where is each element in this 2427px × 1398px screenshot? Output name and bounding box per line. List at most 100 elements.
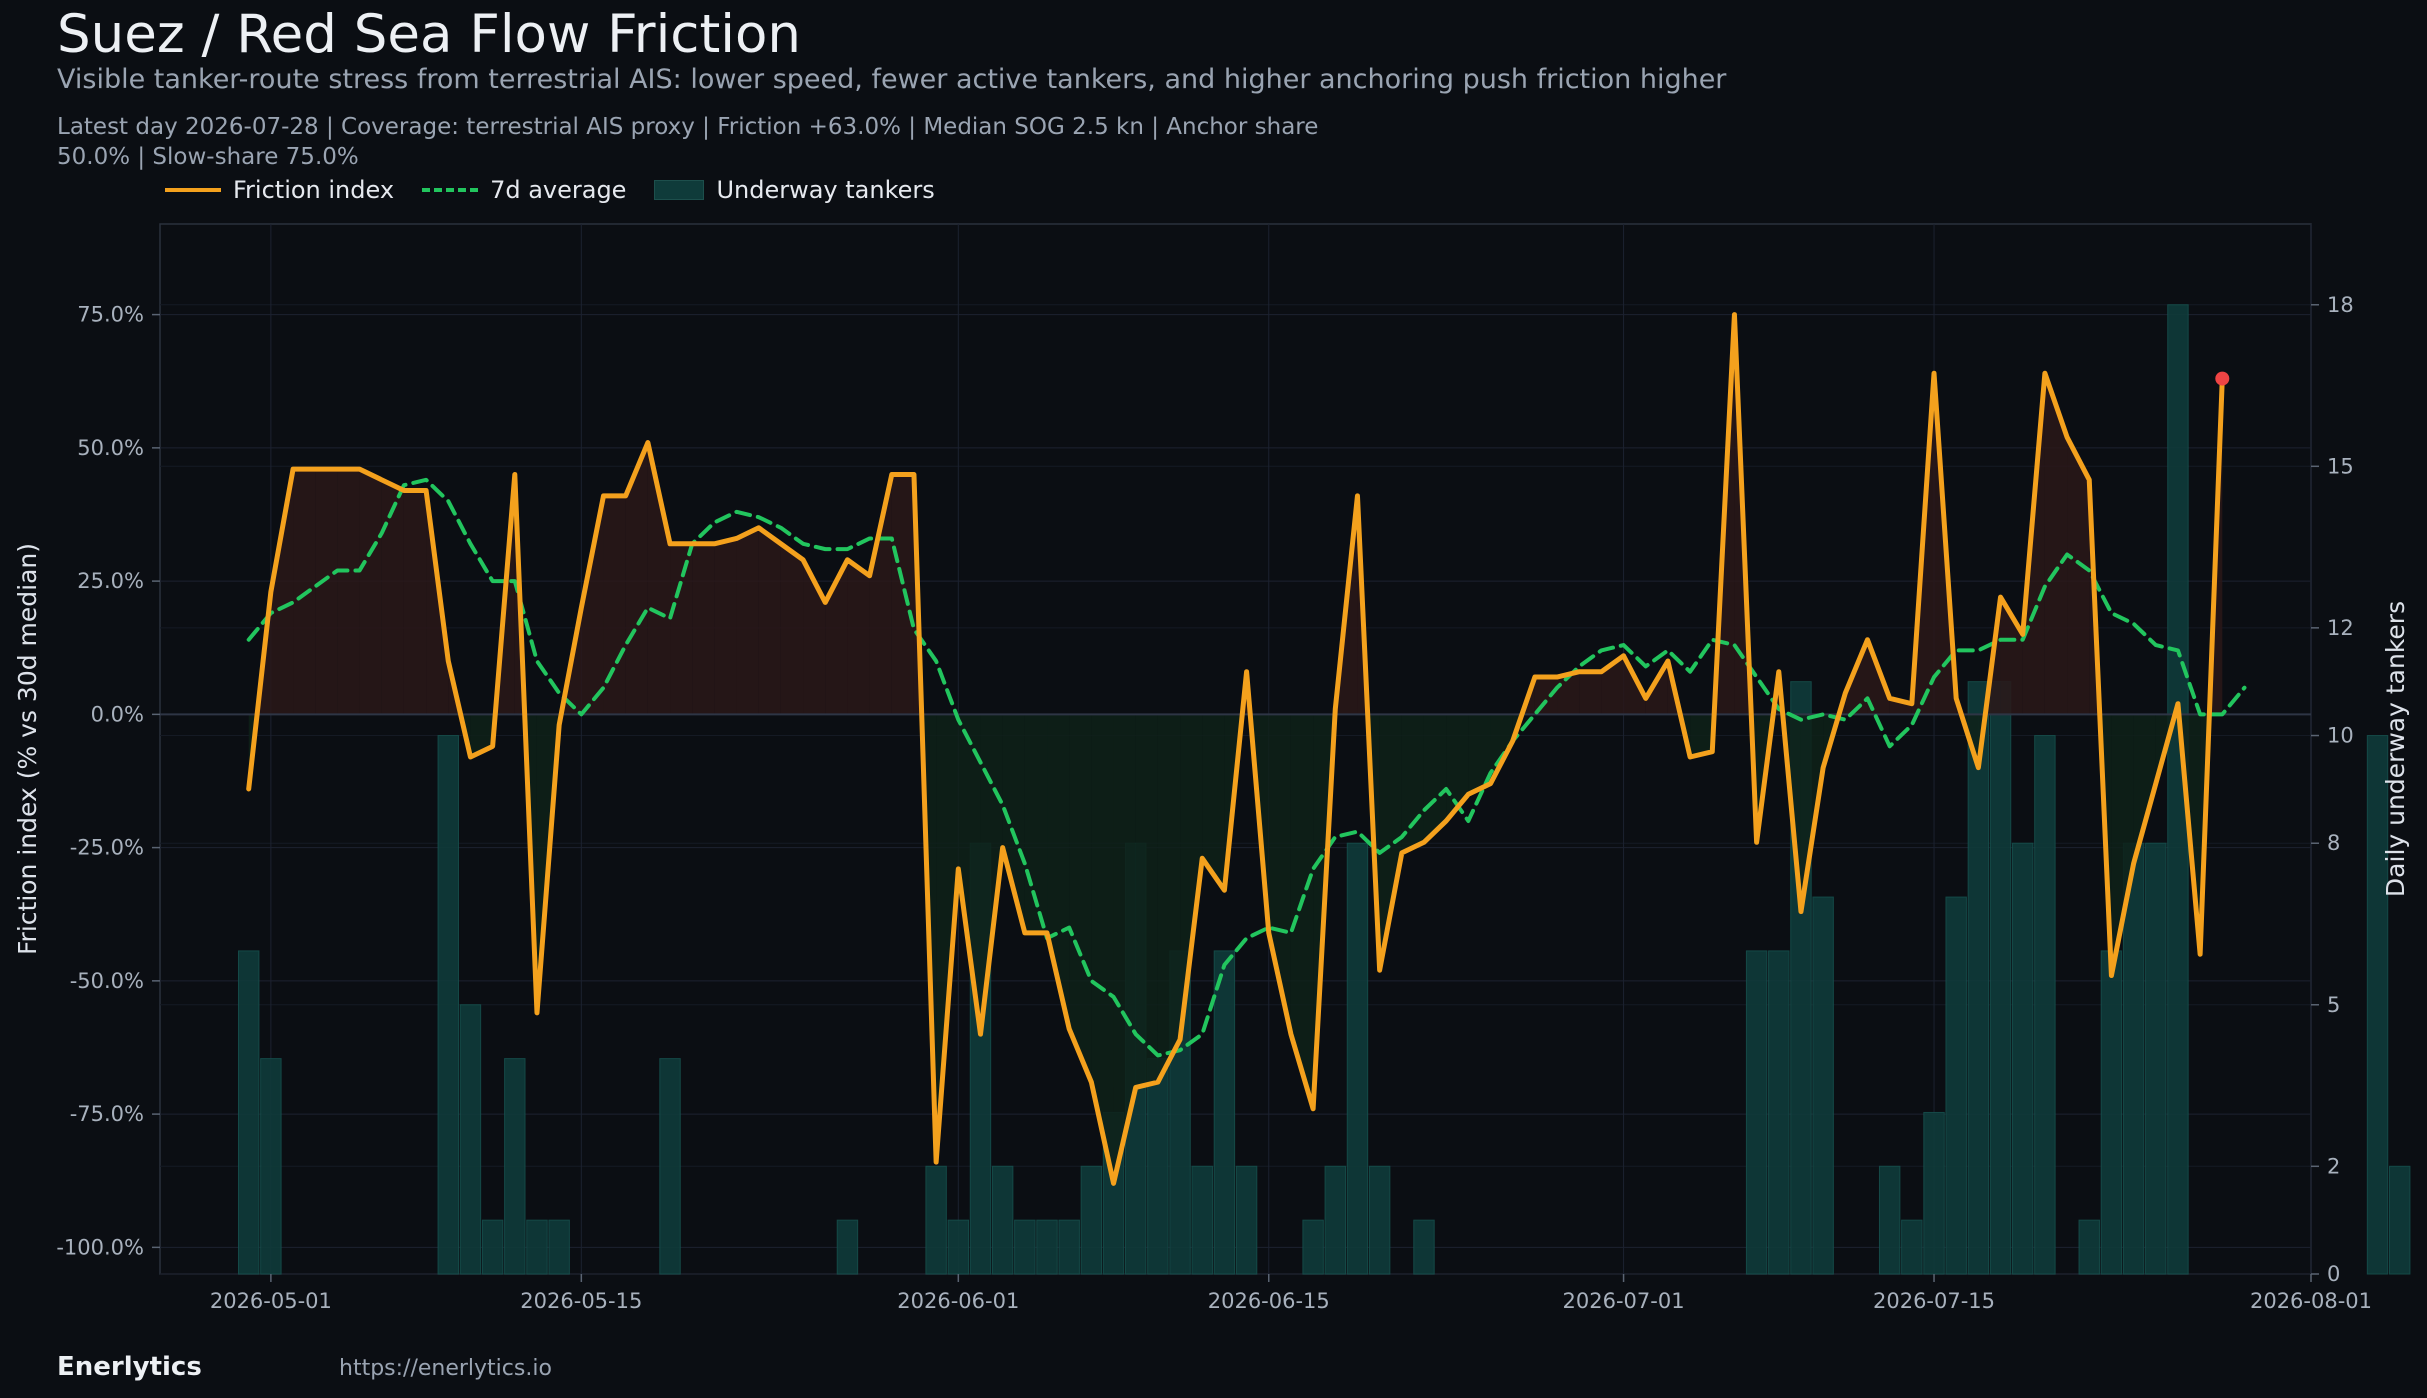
bar-underway-79 xyxy=(1989,681,2012,1275)
legend-swatch-avg xyxy=(422,188,479,192)
friction-fill-positive-5-0 xyxy=(359,469,382,715)
y-tick-label-2: 25.0% xyxy=(77,569,144,593)
y-axis-label: Friction index (% vs 30d median) xyxy=(13,543,42,955)
friction-fill-negative-54-0 xyxy=(1446,714,1469,821)
bar-underway-31 xyxy=(925,1165,947,1275)
bar-underway-74 xyxy=(1878,1165,1901,1275)
y-tick-label-5: -50.0% xyxy=(70,969,144,993)
x-tick-label-3: 2026-06-15 xyxy=(1208,1289,1330,1313)
y-tick-label-7: -100.0% xyxy=(56,1235,144,1259)
stats-line-2: 50.0% | Slow-share 75.0% xyxy=(57,144,359,170)
bar-underway-77 xyxy=(1945,896,1967,1275)
friction-fill-positive-60-0 xyxy=(1579,671,1602,715)
bar-underway-53 xyxy=(1413,1219,1435,1275)
friction-fill-positive-26-0 xyxy=(825,559,848,715)
legend-label-avg: 7d average xyxy=(490,176,627,204)
bar-underway-81 xyxy=(2034,735,2056,1275)
bar-underway-38 xyxy=(1080,1165,1103,1275)
bar-underway-97 xyxy=(2389,1165,2411,1275)
bar-underway-96 xyxy=(2366,735,2389,1275)
y2-tick-label-3: 8 xyxy=(2327,831,2340,855)
friction-fill-negative-55-0 xyxy=(1468,714,1491,795)
friction-fill-positive-3-0 xyxy=(315,469,338,715)
friction-fill-positive-2-0 xyxy=(293,469,316,715)
page-title: Suez / Red Sea Flow Friction xyxy=(57,4,801,65)
bar-underway-51 xyxy=(1368,1165,1391,1275)
friction-fill-negative-34-0 xyxy=(1002,714,1025,933)
latest-point-marker xyxy=(2215,371,2230,386)
bar-underway-43 xyxy=(1191,1165,1213,1275)
bar-underway-14 xyxy=(548,1219,570,1275)
x-tick-label-5: 2026-07-15 xyxy=(1873,1289,1995,1313)
friction-fill-positive-18-0 xyxy=(647,442,671,715)
friction-fill-positive-6-0 xyxy=(381,479,404,715)
y2-tick-label-2: 5 xyxy=(2327,993,2340,1017)
friction-fill-positive-20-0 xyxy=(692,543,715,715)
legend-item-underway[interactable]: Underway tankers xyxy=(654,176,935,204)
y2-tick-label-1: 2 xyxy=(2327,1154,2340,1178)
y-tick-label-6: -75.0% xyxy=(70,1102,144,1126)
friction-fill-positive-15-0 xyxy=(581,495,604,715)
stats-summary: Latest day 2026-07-28 | Coverage: terres… xyxy=(57,112,1318,172)
friction-fill-positive-21-0 xyxy=(714,538,737,715)
friction-fill-negative-37-0 xyxy=(1069,714,1092,1083)
bar-underway-44 xyxy=(1213,950,1236,1275)
y2-axis-label: Daily underway tankers xyxy=(2381,601,2410,897)
bar-underway-68 xyxy=(1745,950,1768,1275)
x-tick-label-0: 2026-05-01 xyxy=(210,1289,332,1313)
bar-underway-1 xyxy=(260,1058,282,1275)
bar-underway-0 xyxy=(238,950,260,1275)
bar-underway-10 xyxy=(459,1004,482,1275)
x-tick-label-1: 2026-05-15 xyxy=(520,1289,642,1313)
y2-tick-label-6: 15 xyxy=(2327,454,2354,478)
x-tick-label-4: 2026-07-01 xyxy=(1563,1289,1685,1313)
friction-fill-negative-43-0 xyxy=(1202,714,1225,891)
bar-underway-27 xyxy=(836,1219,859,1275)
legend-label-friction: Friction index xyxy=(233,176,395,204)
bar-underway-41 xyxy=(1147,1058,1169,1275)
friction-fill-negative-39-0 xyxy=(1113,714,1136,1184)
friction-fill-positive-59-0 xyxy=(1557,671,1580,715)
bar-underway-75 xyxy=(1901,1219,1923,1275)
bar-underway-83 xyxy=(2078,1219,2100,1275)
y-tick-label-1: 50.0% xyxy=(77,436,144,460)
bar-underway-84 xyxy=(2100,950,2123,1275)
y-tick-label-4: -25.0% xyxy=(70,836,144,860)
friction-fill-negative-42-0 xyxy=(1180,714,1203,1040)
legend-label-underway: Underway tankers xyxy=(716,176,935,204)
bar-underway-69 xyxy=(1768,950,1790,1275)
y2-tick-label-0: 0 xyxy=(2327,1262,2340,1286)
bar-underway-71 xyxy=(1812,896,1834,1275)
friction-fill-positive-29-0 xyxy=(891,474,914,715)
bar-underway-9 xyxy=(437,735,459,1275)
bar-underway-49 xyxy=(1324,1165,1346,1275)
friction-fill-positive-25-0 xyxy=(803,559,826,715)
bar-underway-78 xyxy=(1967,681,1990,1275)
bar-underway-35 xyxy=(1014,1219,1036,1275)
friction-fill-negative-38-0 xyxy=(1091,714,1114,1184)
chart-legend: Friction index 7d average Underway tanke… xyxy=(165,176,935,204)
bar-underway-45 xyxy=(1235,1165,1258,1275)
bar-underway-48 xyxy=(1302,1219,1324,1275)
stats-line-1: Latest day 2026-07-28 | Coverage: terres… xyxy=(57,114,1319,140)
legend-item-avg[interactable]: 7d average xyxy=(422,176,626,204)
friction-fill-negative-32-0 xyxy=(958,714,981,1035)
series-line-7d-average xyxy=(246,477,2247,1058)
friction-fill-positive-27-0 xyxy=(847,559,870,715)
legend-swatch-underway xyxy=(654,180,705,200)
friction-fill-negative-31-0 xyxy=(936,714,959,1163)
y2-tick-label-5: 12 xyxy=(2327,616,2354,640)
legend-item-friction[interactable]: Friction index xyxy=(165,176,394,204)
friction-fill-positive-28-0 xyxy=(869,474,892,715)
bar-underway-80 xyxy=(2012,842,2034,1275)
bar-underway-12 xyxy=(504,1058,526,1275)
friction-fill-positive-23-0 xyxy=(758,527,781,715)
friction-fill-negative-85-0 xyxy=(2133,714,2156,864)
footer-url[interactable]: https://enerlytics.io xyxy=(339,1356,552,1381)
friction-fill-negative-53-0 xyxy=(1423,714,1447,843)
bar-underway-34 xyxy=(991,1165,1014,1275)
y-tick-label-0: 75.0% xyxy=(77,303,144,327)
friction-fill-positive-4-0 xyxy=(337,469,360,715)
friction-fill-positive-81-0 xyxy=(2044,373,2068,715)
